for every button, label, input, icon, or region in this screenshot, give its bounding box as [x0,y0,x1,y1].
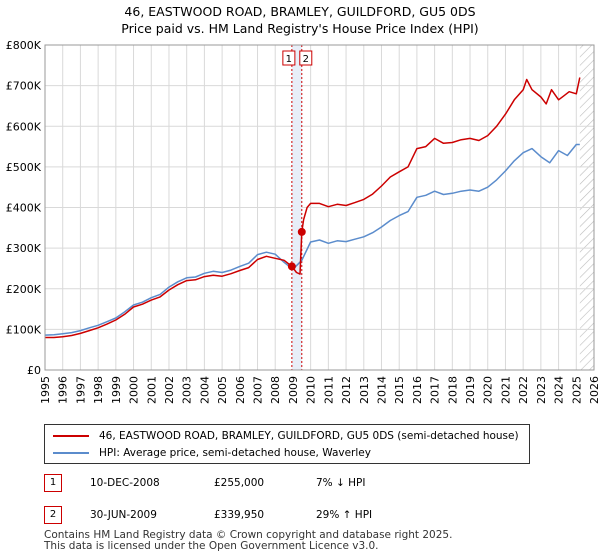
x-tick-label: 2020 [482,376,495,404]
legend-item-property: 46, EASTWOOD ROAD, BRAMLEY, GUILDFORD, G… [53,428,519,444]
x-tick-label: 2022 [517,376,530,404]
x-tick-label: 1996 [57,376,70,404]
y-tick-label: £100K [6,323,42,336]
y-tick-label: £300K [6,242,42,255]
x-tick-label: 2006 [234,376,247,404]
x-tick-label: 1999 [110,376,123,404]
y-tick-label: £700K [6,80,42,93]
transaction-date: 10-DEC-2008 [90,477,160,489]
y-tick-label: £200K [6,283,42,296]
x-tick-label: 2005 [216,376,229,404]
x-tick-label: 2007 [252,376,265,404]
x-tick-label: 2016 [411,376,424,404]
transaction-price: £339,950 [214,509,265,521]
sale-point [297,227,306,236]
x-tick-label: 2024 [553,376,566,404]
transaction-price: £255,000 [214,477,265,489]
chart-title: 46, EASTWOOD ROAD, BRAMLEY, GUILDFORD, G… [124,4,476,19]
x-tick-label: 1995 [39,376,52,404]
x-tick-label: 2012 [340,376,353,404]
legend-label-hpi: HPI: Average price, semi-detached house,… [99,447,371,459]
x-tick-label: 2018 [446,376,459,404]
transaction-hpi-diff: 29% ↑ HPI [316,509,373,521]
x-tick-label: 2023 [535,376,548,404]
x-tick-label: 2013 [358,376,371,404]
x-tick-label: 2009 [287,376,300,404]
x-tick-label: 2002 [163,376,176,404]
y-tick-label: £600K [6,120,42,133]
x-tick-label: 2000 [128,376,141,404]
sale-interval-shade [291,45,302,370]
x-tick-label: 2008 [269,376,282,404]
x-tick-label: 2003 [181,376,194,404]
footer: Contains HM Land Registry data © Crown c… [44,530,452,552]
legend-swatch-hpi [53,452,89,454]
x-tick-label: 2004 [198,376,211,404]
transaction-date: 30-JUN-2009 [90,509,157,521]
x-tick-label: 2001 [145,376,158,404]
series-line-property [45,77,581,339]
sale-point [287,262,296,271]
x-tick-label: 2021 [499,376,512,404]
x-tick-label: 2011 [322,376,335,404]
footer-copyright: Contains HM Land Registry data © Crown c… [44,529,453,541]
y-tick-label: £0 [27,364,41,377]
x-tick-label: 2015 [393,376,406,404]
x-tick-label: 2026 [588,376,600,404]
x-tick-label: 2010 [305,376,318,404]
y-tick-label: £500K [6,161,42,174]
series-line-hpi [44,143,580,336]
transaction-row: 2 30-JUN-2009 £339,950 29% ↑ HPI [44,506,564,526]
x-tick-label: 2019 [464,376,477,404]
footer-licence: This data is licensed under the Open Gov… [44,540,379,552]
transaction-row: 1 10-DEC-2008 £255,000 7% ↓ HPI [44,474,564,494]
legend-swatch-property [53,435,89,437]
sale-label-box [282,50,296,66]
x-tick-label: 2025 [570,376,583,404]
sale-label-text: 1 [286,54,292,65]
legend-label-property: 46, EASTWOOD ROAD, BRAMLEY, GUILDFORD, G… [99,430,519,442]
sale-label-text: 2 [303,54,309,65]
x-tick-label: 1997 [74,376,87,404]
chart-subtitle: Price paid vs. HM Land Registry's House … [121,21,479,36]
legend: 46, EASTWOOD ROAD, BRAMLEY, GUILDFORD, G… [44,424,530,464]
y-tick-label: £400K [6,202,42,215]
transaction-hpi-diff: 7% ↓ HPI [316,477,366,489]
transaction-number: 1 [44,474,62,492]
sale-label-box [299,50,313,66]
y-tick-label: £800K [6,39,42,52]
price-chart: 1 2 £0 £100K £200K £300K £400K £500K £600K £700K £… [6,39,600,404]
x-tick-label: 2017 [429,376,442,404]
plot-border [44,44,595,371]
x-tick-label: 1998 [92,376,105,404]
legend-item-hpi: HPI: Average price, semi-detached house,… [53,445,371,461]
transaction-number: 2 [44,506,62,524]
x-tick-label: 2014 [375,376,388,404]
